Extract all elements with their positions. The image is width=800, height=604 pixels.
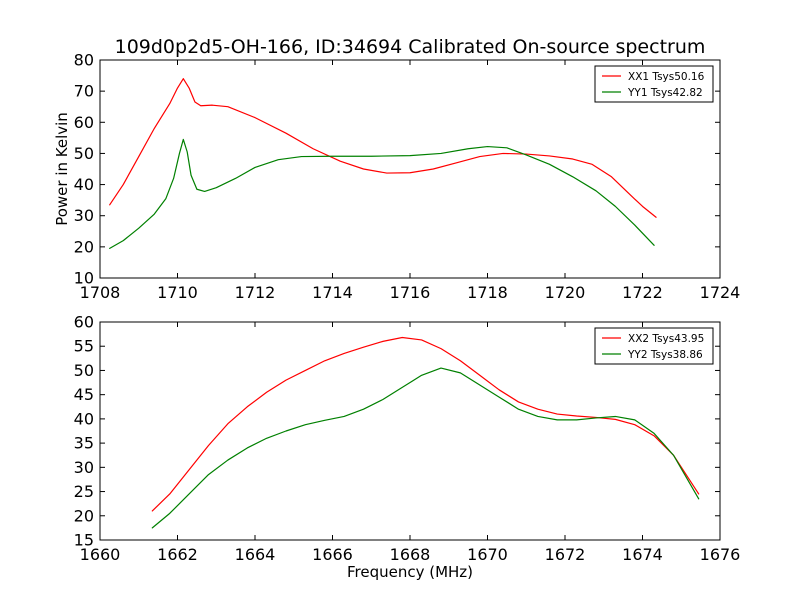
x-tick-label: 1718 [467,283,508,302]
x-tick-label: 1664 [235,545,276,564]
legend-box [594,327,714,365]
y-tick-label: 20 [74,506,94,525]
y-tick-label: 15 [74,531,94,550]
y-tick-label: 40 [74,175,94,194]
y-tick-label: 20 [74,237,94,256]
series-line-1-2 [109,138,655,250]
y-tick-label: 60 [74,113,94,132]
y-tick-label: 35 [74,434,94,453]
x-tick-label: 1710 [157,283,198,302]
series-line-2-2 [151,367,700,529]
y-tick-label: 70 [74,82,94,101]
y-tick-label: 80 [74,51,94,70]
legend-label: YY2 Tsys38.86 [627,349,703,361]
y-tick-label: 50 [74,144,94,163]
x-tick-label: 1668 [390,545,431,564]
legend-box [594,65,714,103]
x-tick-label: 1662 [157,545,198,564]
y-tick-label: 55 [74,337,94,356]
y-tick-label: 50 [74,361,94,380]
x-tick-label: 1676 [700,545,741,564]
x-tick-label: 1722 [622,283,663,302]
x-tick-label: 1670 [467,545,508,564]
x-axis-label: Frequency (MHz) [347,563,473,581]
legend: XX2 Tsys43.95 YY2 Tsys38.86 [594,327,714,365]
y-tick-label: 45 [74,385,94,404]
series-line-2-1 [151,336,700,512]
legend: XX1 Tsys50.16 YY1 Tsys42.82 [594,65,714,103]
chart-panel-2: 1660 1662 1664 1666 1668 1670 1672 1674 1676 15 20… [74,313,741,565]
chart-panel-1: 1708 1710 1712 1714 1716 1718 1720 1722 1724 10 20… [74,51,741,303]
y-tick-label: 30 [74,458,94,477]
y-tick-label: 60 [74,313,94,332]
y-tick-label: 25 [74,482,94,501]
legend-label: XX1 Tsys50.16 [628,71,705,83]
legend-label: YY1 Tsys42.82 [627,87,703,99]
y-tick-label: 30 [74,206,94,225]
x-tick-label: 1720 [545,283,586,302]
y-tick-label: 40 [74,409,94,428]
legend-label: XX2 Tsys43.95 [628,333,704,345]
series-line-1-1 [109,78,657,218]
x-tick-label: 1674 [622,545,663,564]
y-axis-label: Power in Kelvin [53,112,71,226]
chart-title: 109d0p2d5-OH-166, ID:34694 Calibrated On… [115,36,706,58]
x-tick-label: 1712 [235,283,276,302]
x-tick-label: 1714 [312,283,353,302]
y-tick-label: 10 [74,269,94,288]
x-tick-label: 1724 [700,283,741,302]
x-tick-label: 1708 [80,283,121,302]
x-tick-label: 1672 [545,545,586,564]
x-tick-label: 1666 [312,545,353,564]
x-tick-label: 1716 [390,283,431,302]
x-tick-label: 1660 [80,545,121,564]
